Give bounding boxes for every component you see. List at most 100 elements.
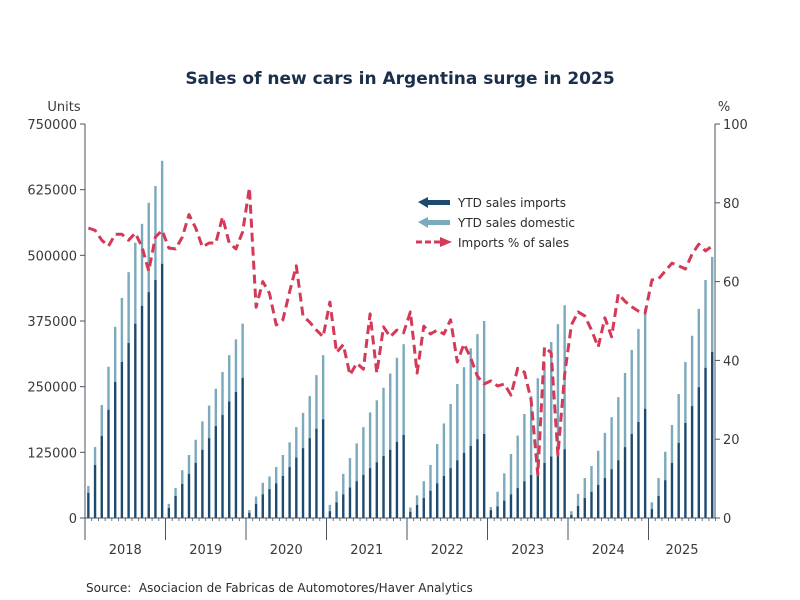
bar-imports xyxy=(503,500,506,518)
bar-domestic xyxy=(677,394,680,443)
bar-imports xyxy=(523,481,526,518)
bar-imports xyxy=(630,433,633,518)
bar-domestic xyxy=(93,447,97,465)
bar-domestic xyxy=(221,371,224,416)
bar-imports xyxy=(140,305,144,518)
legend-label-domestic: YTD sales domestic xyxy=(457,216,575,230)
legend-item-domestic: YTD sales domestic xyxy=(418,216,575,230)
bar-domestic xyxy=(476,334,479,440)
bar-imports xyxy=(650,509,654,518)
bar-imports xyxy=(241,377,244,518)
bar-imports xyxy=(181,483,184,518)
bar-domestic xyxy=(415,495,419,505)
bar-domestic xyxy=(556,324,560,453)
bar-imports xyxy=(315,428,318,518)
bar-imports xyxy=(174,495,177,518)
left-tick-label: 125000 xyxy=(27,446,77,461)
bar-domestic xyxy=(342,473,345,495)
bar-domestic xyxy=(281,454,285,476)
left-tick-label: 500000 xyxy=(27,249,77,264)
bar-imports xyxy=(214,426,218,518)
right-tick-label: 60 xyxy=(723,276,740,291)
bar-imports xyxy=(134,323,137,518)
bar-imports xyxy=(623,447,627,518)
bar-imports xyxy=(409,511,412,518)
bar-imports xyxy=(335,502,338,518)
bar-imports xyxy=(516,488,519,518)
bar-domestic xyxy=(160,160,164,264)
bar-domestic xyxy=(261,482,264,495)
x-year-label: 2019 xyxy=(189,543,222,558)
bar-domestic xyxy=(711,256,714,352)
bar-imports xyxy=(160,263,164,518)
axes-group: 0 125000 250000 375000 500000 625000 750000 0 20… xyxy=(27,118,747,558)
bar-domestic xyxy=(207,405,211,439)
legend-item-imports-share: Imports % of sales xyxy=(416,236,569,250)
bar-imports xyxy=(643,408,647,518)
bar-domestic xyxy=(248,510,251,513)
bar-imports xyxy=(690,406,694,518)
bar-imports xyxy=(617,460,620,518)
bar-imports xyxy=(254,503,258,518)
bar-domestic xyxy=(181,470,184,484)
bar-domestic xyxy=(127,272,130,344)
bar-imports xyxy=(583,498,586,518)
bar-domestic xyxy=(214,388,218,427)
bar-imports xyxy=(382,456,385,518)
bar-domestic xyxy=(389,373,392,450)
x-year-label: 2020 xyxy=(270,543,303,558)
bar-imports xyxy=(207,438,211,518)
bar-domestic xyxy=(100,405,103,437)
bar-imports xyxy=(711,351,714,518)
bar-imports xyxy=(187,473,191,518)
bar-imports xyxy=(87,492,90,518)
bar-imports xyxy=(100,436,103,518)
right-tick-label: 80 xyxy=(723,197,740,212)
bar-domestic xyxy=(147,202,150,293)
bar-domestic xyxy=(435,443,439,484)
bar-imports xyxy=(295,457,298,518)
bar-imports xyxy=(342,494,345,518)
left-tick-label: 250000 xyxy=(27,381,77,396)
bar-imports xyxy=(550,456,553,518)
bar-domestic xyxy=(268,476,271,490)
legend-item-imports: YTD sales imports xyxy=(418,196,566,210)
bar-domestic xyxy=(288,442,291,468)
bar-imports xyxy=(308,438,311,518)
bar-domestic xyxy=(529,396,533,475)
bar-imports xyxy=(590,491,593,518)
bar-domestic xyxy=(301,412,305,449)
bar-domestic xyxy=(254,496,258,504)
bar-domestic xyxy=(228,355,231,402)
bar-imports xyxy=(596,484,600,518)
bar-domestic xyxy=(113,326,117,382)
bar-domestic xyxy=(375,400,379,463)
bar-imports xyxy=(328,511,332,518)
bar-imports xyxy=(201,449,204,518)
bar-domestic xyxy=(643,308,647,409)
bar-domestic xyxy=(140,223,144,306)
bar-imports xyxy=(281,475,285,518)
bar-imports xyxy=(348,487,352,518)
bar-domestic xyxy=(576,493,580,506)
bar-domestic xyxy=(664,451,667,481)
bar-domestic xyxy=(321,355,325,420)
bar-imports xyxy=(147,292,150,518)
bar-domestic xyxy=(550,342,553,457)
bar-domestic xyxy=(697,308,701,388)
bar-imports xyxy=(375,462,379,518)
bar-imports xyxy=(194,462,197,518)
bar-domestic xyxy=(590,465,593,492)
bar-domestic xyxy=(684,361,687,423)
bar-domestic xyxy=(523,413,526,482)
bar-domestic xyxy=(482,321,486,434)
bar-imports xyxy=(435,483,439,518)
bar-imports xyxy=(261,494,264,518)
bar-imports xyxy=(362,474,365,518)
bar-domestic xyxy=(241,323,244,378)
bar-domestic xyxy=(570,511,573,515)
left-axis-unit: Units xyxy=(47,100,80,115)
right-tick-label: 100 xyxy=(723,118,748,133)
bar-domestic xyxy=(536,378,540,469)
